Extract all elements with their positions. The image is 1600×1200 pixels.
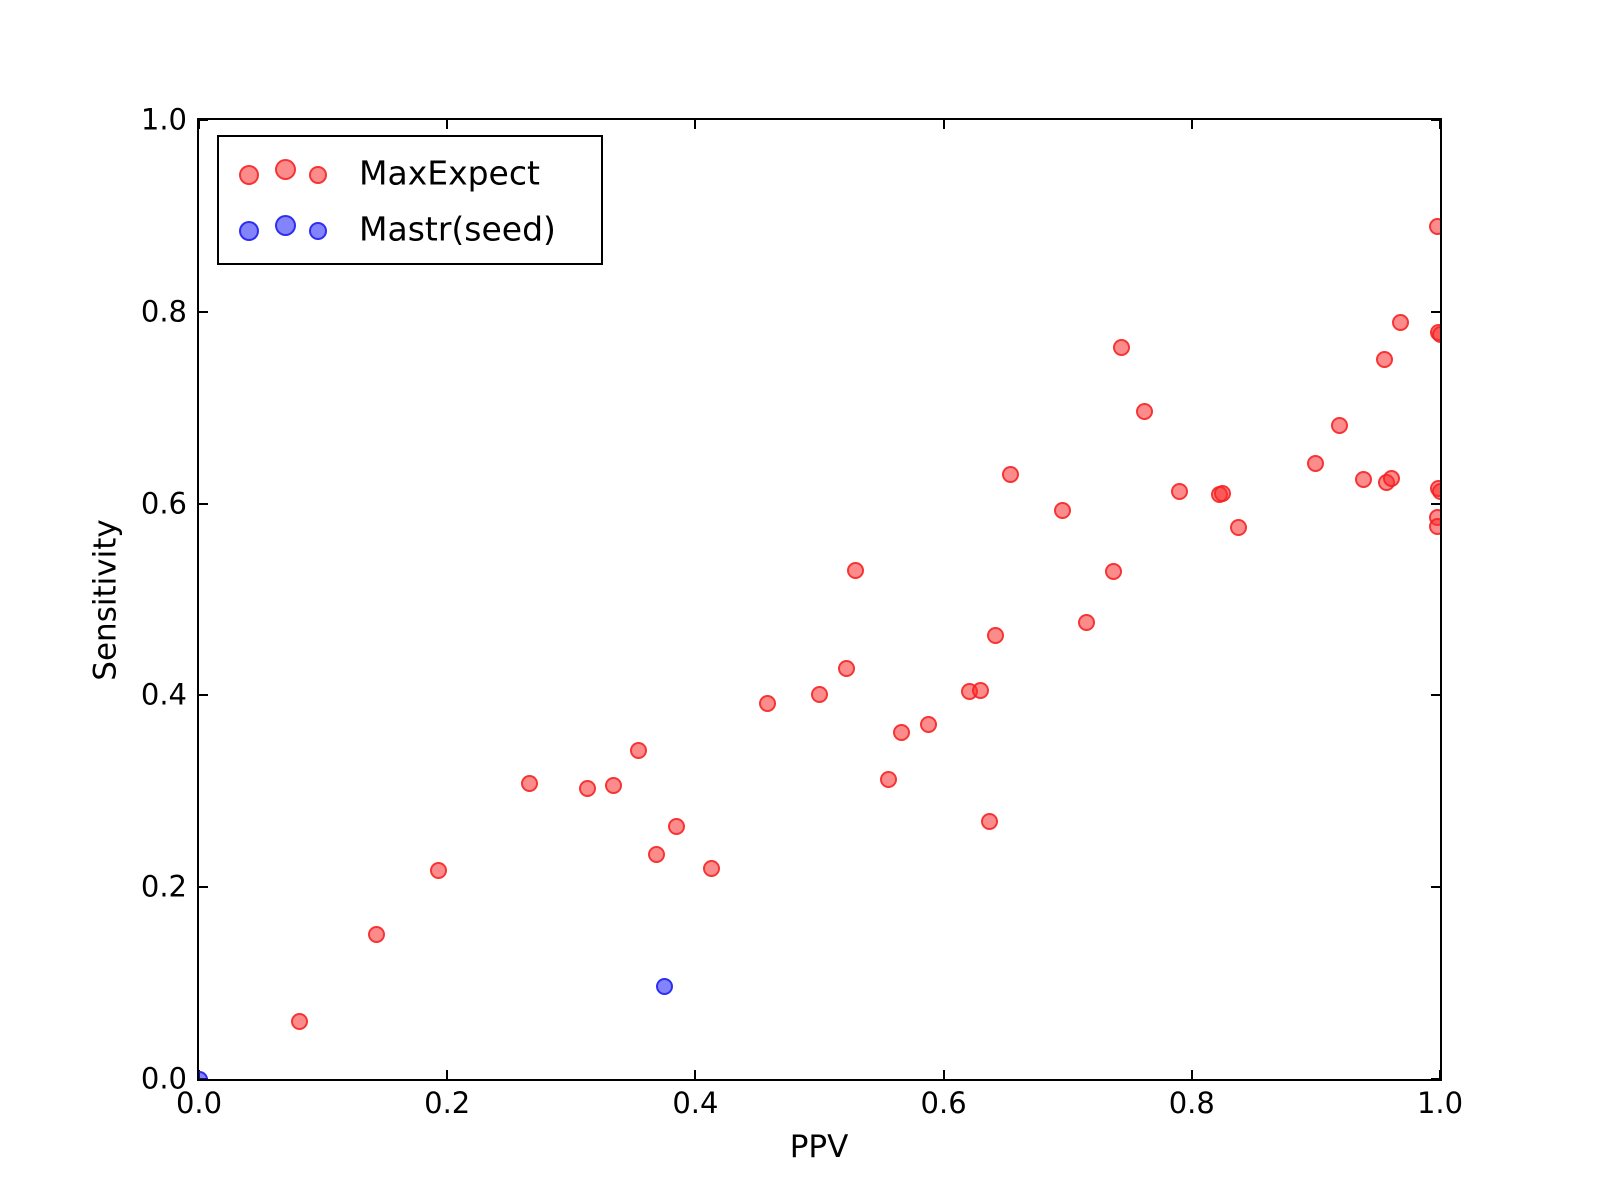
x-tick-label: 0.0 (175, 1086, 223, 1120)
data-point-maxexpect (1431, 482, 1440, 500)
data-point-maxexpect (1002, 466, 1020, 484)
x-tick-mark-top (694, 120, 696, 129)
data-point-maxexpect (972, 682, 990, 700)
data-point-maxexpect (367, 925, 385, 943)
x-tick-mark-bottom (694, 1070, 696, 1079)
x-tick-mark-top (446, 120, 448, 129)
data-point-maxexpect (846, 562, 864, 580)
legend-marker-dot (239, 165, 259, 185)
y-tick-mark-left (199, 120, 208, 121)
legend-marker-cluster-blue (239, 209, 349, 249)
x-tick-label: 1.0 (1416, 1086, 1464, 1120)
data-point-maxexpect (1429, 217, 1440, 235)
data-point-maxexpect (629, 741, 647, 759)
y-tick-mark-left (199, 886, 208, 888)
legend-marker-cluster-red (239, 153, 349, 193)
y-tick-mark-right (1431, 1078, 1440, 1079)
legend-label-mastr-seed: Mastr(seed) (359, 209, 556, 249)
data-point-maxexpect (291, 1012, 309, 1030)
x-tick-mark-top (1191, 120, 1193, 129)
data-point-maxexpect (1112, 338, 1130, 356)
y-tick-label: 1.0 (140, 102, 187, 137)
x-tick-mark-top (943, 120, 945, 129)
legend-marker-dot (309, 166, 327, 184)
data-point-maxexpect (811, 685, 828, 703)
data-point-maxexpect (880, 771, 898, 789)
data-point-maxexpect (981, 812, 999, 830)
y-tick-label: 0.4 (140, 677, 187, 712)
data-point-maxexpect (1354, 471, 1372, 489)
x-tick-label: 0.2 (424, 1086, 471, 1120)
x-tick-mark-top (1439, 120, 1440, 129)
y-tick-mark-right (1431, 311, 1440, 313)
data-point-maxexpect (1375, 351, 1393, 369)
data-point-maxexpect (430, 862, 447, 880)
data-point-maxexpect (1330, 417, 1348, 435)
plot-frame: MaxExpect Mastr(seed) (197, 118, 1442, 1081)
data-point-maxexpect (838, 660, 856, 678)
x-tick-label: 0.6 (920, 1086, 967, 1120)
x-tick-label: 0.4 (672, 1086, 719, 1120)
y-tick-mark-right (1431, 120, 1440, 121)
y-tick-mark-left (199, 311, 208, 313)
data-point-maxexpect (1077, 614, 1095, 632)
legend-marker-dot (309, 222, 327, 240)
x-tick-mark-bottom (943, 1070, 945, 1079)
data-point-maxexpect (1383, 470, 1401, 488)
y-tick-label: 0.2 (140, 869, 187, 904)
y-tick-mark-right (1431, 503, 1440, 505)
x-axis-title: PPV (789, 1129, 849, 1165)
data-point-maxexpect (520, 775, 538, 793)
x-tick-mark-bottom (446, 1070, 448, 1079)
y-tick-mark-left (199, 503, 208, 505)
x-tick-mark-bottom (1191, 1070, 1193, 1079)
data-point-maxexpect (1230, 519, 1248, 537)
legend-entry-maxexpect: MaxExpect (219, 153, 601, 193)
legend-marker-dot (239, 221, 259, 241)
y-tick-label: 0.8 (140, 294, 187, 329)
data-point-maxexpect (648, 846, 666, 864)
data-point-maxexpect (1431, 326, 1440, 344)
x-tick-mark-top (199, 120, 200, 129)
legend-marker-dot (275, 215, 296, 236)
legend-entry-mastr-seed: Mastr(seed) (219, 209, 601, 249)
data-point-maxexpect (1054, 501, 1072, 519)
y-axis-title: Sensitivity (87, 519, 124, 681)
data-point-maxexpect (1391, 313, 1409, 331)
legend-box: MaxExpect Mastr(seed) (217, 135, 603, 265)
y-tick-mark-left (199, 694, 208, 696)
data-point-mastr-seed- (199, 1070, 208, 1079)
data-point-maxexpect (758, 694, 776, 712)
data-point-maxexpect (1429, 518, 1440, 536)
plot-area: MaxExpect Mastr(seed) (199, 120, 1440, 1079)
y-tick-label: 0.6 (140, 486, 187, 521)
data-point-maxexpect (578, 779, 596, 797)
data-point-maxexpect (1214, 484, 1232, 502)
x-tick-mark-bottom (1439, 1070, 1440, 1079)
legend-label-maxexpect: MaxExpect (359, 153, 540, 193)
data-point-mastr-seed- (655, 978, 673, 996)
data-point-maxexpect (987, 627, 1005, 645)
y-tick-label: 0.0 (140, 1061, 187, 1096)
data-point-maxexpect (1136, 403, 1154, 421)
data-point-maxexpect (892, 724, 910, 742)
data-point-maxexpect (668, 818, 686, 836)
data-point-maxexpect (1105, 563, 1123, 581)
data-point-maxexpect (1170, 482, 1188, 500)
data-point-maxexpect (604, 777, 622, 795)
data-point-maxexpect (703, 860, 721, 878)
legend-marker-dot (275, 159, 296, 180)
data-point-maxexpect (1307, 454, 1325, 472)
data-point-maxexpect (920, 715, 938, 733)
y-tick-mark-right (1431, 694, 1440, 696)
y-tick-mark-right (1431, 886, 1440, 888)
x-tick-label: 0.8 (1168, 1086, 1215, 1120)
